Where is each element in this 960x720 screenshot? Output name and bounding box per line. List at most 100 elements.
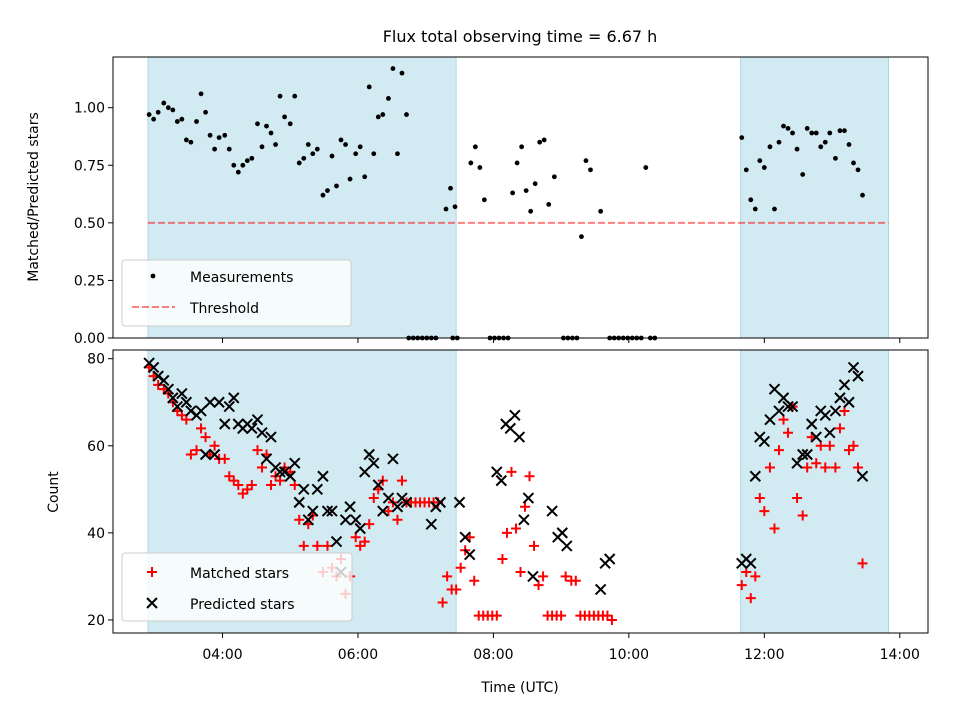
measurement-point xyxy=(325,188,330,193)
predicted-star-point xyxy=(311,483,324,496)
predicted-star-point xyxy=(856,470,869,482)
x-tick-label: 04:00 xyxy=(202,647,242,663)
predicted-star-point xyxy=(265,431,277,443)
measurement-point xyxy=(443,206,449,212)
top-axes-frame xyxy=(112,56,929,339)
predicted-star-point xyxy=(509,409,521,422)
matched-star-point xyxy=(266,479,277,490)
measurement-point xyxy=(314,146,320,152)
matched-star-point xyxy=(792,493,803,504)
matched-star-point xyxy=(745,593,756,604)
bottom-y-axis-label: Count xyxy=(46,471,62,513)
measurement-point xyxy=(481,197,487,203)
measurement-point xyxy=(851,160,856,166)
matched-star-point xyxy=(606,614,617,625)
x-tick-label: 06:00 xyxy=(338,647,378,663)
matched-star-point xyxy=(824,440,835,451)
predicted-star-point xyxy=(546,505,558,517)
measurement-point xyxy=(301,155,307,161)
matched-star-point xyxy=(246,479,257,490)
measurement-point xyxy=(305,142,311,147)
measurement-point xyxy=(514,160,520,166)
measurement-point xyxy=(255,121,260,127)
predicted-star-point xyxy=(453,496,466,509)
matched-star-point xyxy=(524,471,535,482)
predicted-star-point xyxy=(251,413,264,426)
measurement-point xyxy=(822,139,828,145)
matched-star-point xyxy=(437,597,448,608)
matched-star-point xyxy=(556,610,567,621)
bottom-y-ticks: 20 40 60 80 xyxy=(87,352,113,629)
matched-star-point xyxy=(570,575,581,586)
predicted-star-point xyxy=(326,505,338,517)
measurement-point xyxy=(757,158,763,164)
measurement-point xyxy=(776,139,782,145)
predicted-star-point xyxy=(363,448,375,461)
predicted-star-point xyxy=(289,457,301,469)
matched-star-point xyxy=(520,501,531,512)
measurement-point xyxy=(334,183,339,189)
measurement-point xyxy=(468,160,474,166)
measurement-point xyxy=(785,126,791,131)
x-tick-label: 08:00 xyxy=(473,647,513,663)
x-axis-label: Time (UTC) xyxy=(480,680,558,696)
predicted-star-point xyxy=(829,405,842,417)
predicted-star-point xyxy=(768,383,781,395)
measurement-point xyxy=(174,119,180,124)
bottom-legend-box xyxy=(121,552,353,622)
measurement-point xyxy=(362,174,368,180)
predicted-star-point xyxy=(293,496,305,509)
measurement-point xyxy=(846,142,852,147)
matched-star-point xyxy=(834,423,845,434)
measurement-point xyxy=(222,132,228,138)
predicted-star-point xyxy=(824,427,836,439)
predicted-star-point xyxy=(391,501,404,513)
measurement-point xyxy=(371,151,377,157)
matched-star-point xyxy=(857,558,868,569)
predicted-star-point xyxy=(167,392,179,404)
top-panel: 0.00 0.25 0.50 0.75 1.00 Flux total observin… xyxy=(26,27,929,347)
legend-predicted-marker xyxy=(146,597,158,609)
measurement-point xyxy=(296,160,302,166)
predicted-star-point xyxy=(330,535,343,548)
matched-star-point xyxy=(538,571,549,582)
legend-matched-marker xyxy=(147,567,157,577)
matched-star-point xyxy=(754,493,765,504)
predicted-star-point xyxy=(317,470,329,482)
matched-star-point xyxy=(497,553,508,564)
measurement-point xyxy=(855,167,861,173)
measurement-point xyxy=(226,146,232,152)
matched-star-point xyxy=(830,462,841,473)
matched-star-point xyxy=(510,523,521,534)
measurement-point xyxy=(273,142,278,147)
matched-star-point xyxy=(228,475,239,486)
matched-star-point xyxy=(200,432,211,443)
legend-predicted-label: Predicted stars xyxy=(190,597,295,613)
predicted-star-point xyxy=(852,370,864,382)
matched-star-point xyxy=(602,610,613,621)
predicted-star-point xyxy=(777,392,790,404)
measurement-point xyxy=(643,165,649,170)
matched-star-point xyxy=(322,540,333,551)
top-legend-box xyxy=(121,259,352,327)
matched-star-point xyxy=(773,445,784,456)
predicted-star-point xyxy=(219,418,231,430)
matched-star-point xyxy=(252,445,263,456)
measurement-point xyxy=(165,105,171,111)
top-y-axis-label: Matched/Predicted stars xyxy=(26,112,42,282)
matched-star-point xyxy=(185,449,196,460)
measurement-point xyxy=(198,91,204,97)
matched-star-point xyxy=(209,440,220,451)
measurement-point xyxy=(588,167,593,173)
predicted-star-point xyxy=(504,422,517,435)
measurement-point xyxy=(264,123,269,129)
y-tick-label: 40 xyxy=(87,526,105,542)
predicted-star-point xyxy=(387,453,399,465)
predicted-star-point xyxy=(796,448,809,461)
measurement-point xyxy=(395,151,400,157)
matched-star-point xyxy=(191,445,202,456)
matched-star-point xyxy=(451,584,462,595)
matched-star-point xyxy=(769,523,780,534)
measurement-point xyxy=(790,130,795,136)
predicted-star-point xyxy=(603,553,616,565)
